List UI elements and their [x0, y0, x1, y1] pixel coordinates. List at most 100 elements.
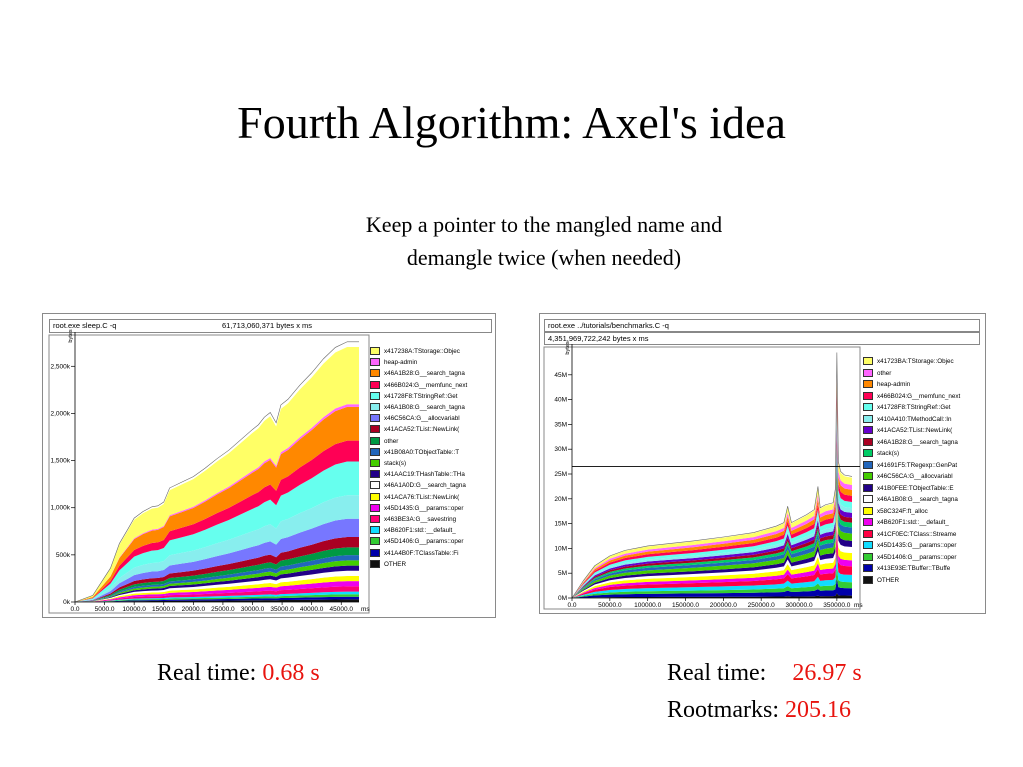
series-area — [75, 586, 359, 602]
legend-swatch — [863, 506, 873, 515]
series-area — [572, 578, 852, 598]
rootmarks-value: 205.16 — [785, 697, 851, 723]
legend-swatch — [863, 391, 873, 400]
right-real-time-value: 26.97 s — [792, 660, 862, 686]
x-tick-label: 15000.0 — [152, 606, 176, 613]
y-tick-label: 15M — [554, 521, 567, 528]
total-outline — [74, 341, 359, 603]
legend-label: x41ACA52:TList::NewLink( — [384, 426, 460, 434]
x-tick-label: 350000.0 — [823, 602, 850, 609]
legend-swatch — [863, 437, 873, 446]
series-area — [75, 495, 359, 602]
area-chart: 0k 500k 1,000k 1,500k 2,000k 2,500k bytes 0.0 50… — [48, 329, 370, 614]
series-area — [75, 581, 359, 602]
legend-swatch — [863, 460, 873, 469]
legend-swatch — [370, 537, 380, 546]
legend-swatch — [370, 470, 380, 479]
legend-label: x466B024:G__memfunc_next — [384, 381, 468, 389]
series-area — [572, 551, 852, 598]
legend-swatch — [863, 518, 873, 526]
legend-swatch — [863, 368, 873, 377]
y-tick-label: 25M — [554, 471, 567, 478]
x-tick-label: 250000.0 — [748, 602, 775, 609]
legend-label: x417238A:TStorage::Objec — [384, 348, 460, 355]
legend-label: x41AAC19:THashTable::THa — [384, 471, 465, 479]
legend-label: x46C56CA:G__allocvariabl — [384, 415, 460, 423]
chart-panel-benchmarks: root.exe ../tutorials/benchmarks.C -q 4,… — [539, 313, 986, 614]
legend-label: x45D1435:G__params::oper — [384, 504, 464, 512]
legend-label: stack(s) — [877, 450, 900, 457]
legend-swatch — [370, 447, 380, 456]
legend-label: x46A1B28:G__search_tagna — [877, 438, 958, 446]
x-tick-label: 10000.0 — [122, 606, 146, 613]
legend-label: x46A1B08:G__search_tagna — [877, 496, 958, 503]
legend-label: OTHER — [877, 576, 900, 584]
y-tick-label: 1,000k — [50, 505, 70, 512]
legend-swatch — [370, 403, 380, 411]
legend-swatch — [370, 391, 380, 400]
series-area — [75, 555, 359, 602]
x-tick-label: 200000.0 — [710, 602, 737, 609]
y-tick-label: 1,500k — [50, 458, 70, 465]
x-tick-label: 150000.0 — [672, 602, 699, 609]
y-tick-label: 40M — [554, 397, 567, 404]
legend-swatch — [863, 564, 873, 572]
legend-label: heap-admin — [384, 359, 418, 367]
x-tick-label: 45000.0 — [330, 606, 354, 613]
series-area — [75, 518, 359, 602]
area-chart: 0M 5M 10M 15M 20M 25M 30M 35M 40M 45M bytes 0.0 5000… — [543, 341, 863, 610]
chart-header: root.exe ../tutorials/benchmarks.C -q — [544, 319, 980, 332]
legend-label: x46C56CA:G__allocvariabl — [877, 473, 953, 480]
y-unit-label: bytes — [68, 329, 74, 342]
legend-swatch — [370, 436, 380, 445]
legend-label: x463BE3A:G__savestring — [384, 516, 457, 523]
right-real-time-label: Real time: — [667, 660, 767, 686]
legend-swatch — [370, 347, 380, 355]
legend-swatch — [863, 552, 873, 561]
legend-swatch — [370, 414, 380, 423]
legend-label: x46A1B08:G__search_tagna — [384, 404, 465, 411]
x-tick-label: 50000.0 — [598, 602, 622, 609]
x-unit-label: ms — [361, 606, 370, 613]
legend-swatch — [863, 495, 873, 503]
series-area — [75, 570, 359, 602]
legend-label: x413E93E:TBuffer::TBuffe — [877, 565, 951, 572]
legend-label: x41691F5:TRegexp::GenPat — [877, 461, 958, 469]
legend-label: x41728F8:TStringRef::Get — [877, 404, 951, 411]
chart-total: 61,713,060,371 bytes x ms — [222, 321, 313, 330]
x-tick-label: 5000.0 — [95, 606, 115, 613]
legend-swatch — [863, 483, 873, 492]
legend-swatch — [370, 425, 380, 434]
legend-label: x41A4B0F:TClassTable::Fi — [384, 549, 459, 557]
y-tick-label: 500k — [56, 552, 71, 559]
x-tick-label: 20000.0 — [182, 606, 206, 613]
legend-label: other — [877, 369, 892, 377]
slide-title: Fourth Algorithm: Axel's idea — [237, 97, 786, 148]
series-area — [572, 534, 852, 598]
y-tick-label: 5M — [558, 570, 567, 577]
slide-subtitle: Keep a pointer to the mangled name and d… — [230, 208, 858, 274]
legend-swatch — [370, 559, 380, 568]
y-unit-label: bytes — [565, 341, 571, 354]
subtitle-line-1: Keep a pointer to the mangled name and — [365, 212, 723, 237]
left-real-time-label: Real time: — [157, 660, 257, 686]
y-tick-label: 45M — [554, 372, 567, 379]
legend-label: x46A1A0D:G__search_tagna — [384, 482, 466, 490]
series-area — [75, 346, 359, 602]
legend-label: x4B620F1:std::__default_ — [384, 527, 456, 535]
left-real-time: Real time: 0.68 s — [157, 660, 320, 687]
legend-swatch — [370, 548, 380, 557]
series-area — [572, 593, 852, 598]
rootmarks-label: Rootmarks: — [667, 697, 779, 723]
legend-swatch — [370, 358, 380, 367]
x-tick-label: 100000.0 — [634, 602, 661, 609]
x-tick-label: 0.0 — [70, 606, 79, 613]
legend-label: x41ACA76:TList::NewLink( — [384, 493, 460, 501]
legend-label: OTHER — [384, 560, 407, 568]
legend-label: x41B08A0:TObjectTable::T — [384, 448, 460, 456]
total-outline — [571, 352, 853, 599]
legend-label: stack(s) — [384, 460, 407, 467]
legend-swatch — [863, 403, 873, 411]
legend-label: x45D1406:G__params::oper — [384, 538, 464, 546]
